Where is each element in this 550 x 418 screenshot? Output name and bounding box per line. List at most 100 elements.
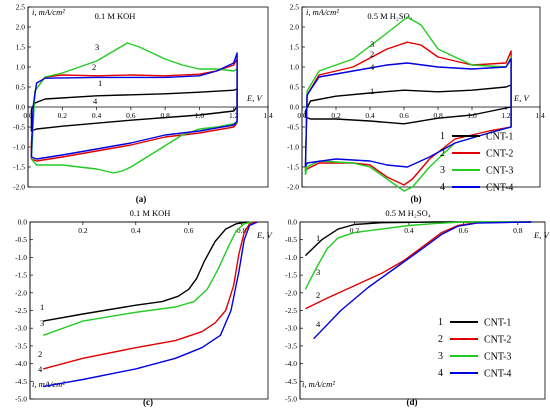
panel-label: (d) [407,397,418,407]
chart-title: 0.1 M KOH [130,208,171,218]
y-tick-label: -2.5 [285,306,297,315]
chart-panel-3: 0.2 0.4 0.6 0.8 0.0 -0.5 -1.0 -1.5 -2.0 -2.5 -3.0 -… [15,208,273,407]
series-line-4 [304,58,512,168]
curve-label: 2 [92,62,96,72]
y-tick-label: -4.0 [285,359,297,368]
chart-panel-1: 0.0 0.2 0.4 0.6 0.8 1.0 1.2 1.4 -2.0 -1.5 -1.0 -0.5… [13,3,273,205]
legend-entry: CNT-3 [484,352,511,363]
legend-number: 3 [438,351,443,362]
x-tick-label: 0.4 [131,226,141,235]
curve-label: 4 [370,62,375,72]
x-tick-label: 0.6 [459,226,469,235]
curve-label: 4 [93,96,98,106]
legend-number: 4 [438,368,443,379]
series-line-3 [42,221,253,336]
curve-label: 3 [316,267,320,277]
y-tick-label: -3.0 [285,324,297,333]
y-tick-label: 1.5 [16,43,26,52]
x-tick-label: 1.4 [263,111,273,120]
y-tick-label: -1.5 [15,271,27,280]
series-line-3 [304,221,532,290]
x-tick-label: 0.8 [237,226,247,235]
x-tick-label: 0.2 [78,226,88,235]
y-tick-label: -4.5 [15,377,27,386]
series-line-2 [305,221,532,310]
y-tick-label: -3.5 [285,341,297,350]
series-line-4 [313,221,532,340]
legend-entry: CNT-1 [486,132,513,143]
legend-entry: CNT-2 [484,335,511,346]
series-line-3 [30,42,238,174]
panel-label: (b) [411,194,422,204]
legend-number: 2 [438,334,443,345]
x-tick-label: 0.0 [297,111,307,120]
y-tick-label: -5.0 [285,395,297,404]
x-tick-label: 0.2 [350,226,360,235]
y-axis-label: i, mA/cm² [306,7,339,17]
y-tick-label: 2.0 [16,23,26,32]
x-axis-label: E, V [256,230,273,240]
y-axis-label: i, mA/cm² [32,379,65,389]
legend-entry: CNT-2 [486,149,513,160]
y-tick-label: 0.5 [16,83,26,92]
x-tick-label: 0.4 [365,111,375,120]
y-tick-label: 0.0 [18,218,28,227]
series-line-4 [30,52,238,160]
y-axis-label: i, mA/cm² [32,7,65,17]
y-axis-label: i, mA/cm² [302,379,335,389]
series-line-1 [43,221,247,322]
chart-title: 0.5 M H₂SO₄ [367,11,412,21]
series-line-1 [304,221,532,257]
plot-frame [301,6,541,188]
y-tick-label: 0.0 [288,218,298,227]
x-tick-label: 0.2 [58,111,68,120]
y-tick-label: -1.0 [13,143,25,152]
x-axis-label: E, V [533,230,550,240]
chart-title: 0.5 M H₂SO₄ [385,208,430,218]
x-tick-label: 0.6 [184,226,194,235]
x-tick-label: 1.2 [229,111,239,120]
curve-label: 3 [95,42,99,52]
y-tick-label: -4.5 [285,377,297,386]
x-axis-label: E, V [246,93,263,103]
y-tick-label: -2.5 [15,306,27,315]
legend-number: 1 [440,131,445,142]
x-tick-label: 0.4 [404,226,414,235]
y-tick-label: -0.5 [285,235,297,244]
legend-entry: CNT-3 [486,166,513,177]
panel-label: (a) [136,194,147,204]
y-tick-label: 0.5 [290,83,300,92]
curve-label: 2 [316,290,320,300]
y-tick-label: 1.5 [290,43,300,52]
curve-label: 1 [370,86,374,96]
y-tick-label: 2.5 [16,3,26,12]
chart-title: 0.1 M KOH [95,11,136,21]
y-tick-label: 1.0 [290,63,300,72]
curve-label: 3 [40,318,44,328]
legend-number: 4 [440,182,445,193]
y-tick-label: 0.0 [290,103,300,112]
curve-label: 1 [40,302,44,312]
y-tick-label: -1.5 [285,271,297,280]
legend-number: 2 [440,148,445,159]
legend-entry: CNT-4 [484,369,511,380]
y-tick-label: -1.0 [285,253,297,262]
x-tick-label: 0.8 [433,111,443,120]
y-tick-label: -2.0 [13,183,25,192]
x-tick-label: 0.6 [126,111,136,120]
y-tick-label: -3.0 [15,324,27,333]
x-tick-label: 0.0 [23,111,33,120]
x-tick-label: 0.2 [331,111,341,120]
y-tick-label: 1.0 [16,63,26,72]
panel-label: (c) [143,397,153,407]
x-tick-label: 0.8 [513,226,523,235]
x-tick-label: 1.4 [535,111,545,120]
y-tick-label: -0.5 [15,235,27,244]
x-axis-label: E, V [513,93,530,103]
y-tick-label: -2.0 [287,183,299,192]
y-tick-label: -4.0 [15,359,27,368]
curve-label: 1 [316,233,320,243]
y-tick-label: 2.0 [290,23,300,32]
curve-label: 4 [316,319,321,329]
y-tick-label: -0.5 [13,123,25,132]
